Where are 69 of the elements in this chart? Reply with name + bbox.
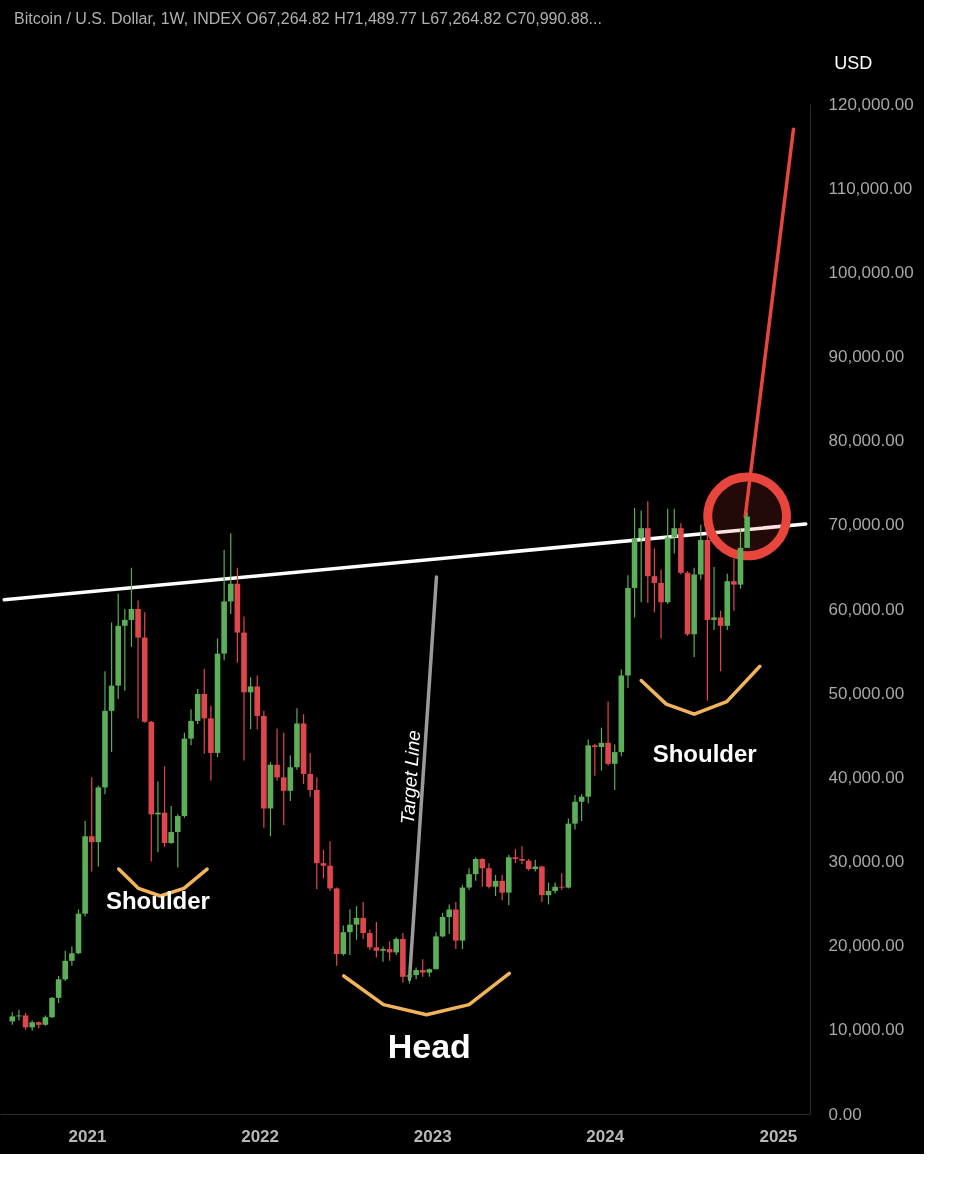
y-tick-label: 60,000.00: [828, 599, 905, 619]
candlestick: [373, 921, 380, 959]
y-tick-label: 90,000.00: [828, 347, 905, 366]
candlestick: [499, 874, 505, 901]
line-series: [342, 971, 512, 1017]
candlestick: [717, 610, 724, 672]
y-tick-label: 10,000.00: [828, 1020, 905, 1040]
y-tick-label: 110,000.00: [828, 178, 913, 198]
y-tick-label: 30,000.00: [828, 852, 905, 871]
y-tick-label: 100,000.00: [828, 262, 914, 282]
y-tick-label: 0.00: [828, 1104, 862, 1124]
candlestick: [49, 996, 55, 1019]
candlestick: [340, 924, 347, 957]
candlestick: [55, 975, 62, 1004]
candlestick: [366, 929, 373, 951]
y-tick-label: 20,000.00: [828, 936, 905, 956]
candlestick: [188, 708, 194, 746]
candlestick: [62, 950, 69, 982]
candlestick: [380, 945, 386, 963]
x-tick-label: 2025: [759, 1126, 798, 1146]
annotation: Shoulder: [652, 740, 757, 768]
candlestick: [711, 566, 717, 631]
candlestick: [69, 945, 75, 967]
candlestick: [247, 676, 254, 730]
text: Target Line: [396, 729, 425, 826]
y-tick-label: 80,000.00: [828, 431, 905, 451]
candlestick: [327, 840, 333, 892]
candlestick: [122, 608, 128, 692]
candlestick: [671, 508, 678, 555]
text: USD: [834, 52, 873, 73]
candlestick: [353, 905, 360, 941]
candlestick: [658, 568, 664, 640]
candlestick: [174, 813, 181, 868]
candlestick: [605, 700, 611, 767]
x-tick-label: 2024: [586, 1126, 625, 1146]
candlestick: [168, 805, 174, 845]
candlestick: [651, 547, 658, 613]
chart-title: Bitcoin / U.S. Dollar, 1W, INDEX O67,264.82 H71,489.77 L67,264.82 C70,990.88...: [14, 9, 602, 27]
candlestick: [552, 881, 558, 895]
x-tick-label: 2022: [241, 1126, 280, 1146]
candlestick: [274, 727, 280, 782]
candlestick: [307, 752, 313, 798]
line-series: [639, 664, 762, 716]
candlestick: [466, 867, 472, 891]
candlestick: [446, 903, 453, 935]
candlestick: [287, 754, 294, 802]
candlestick: [519, 845, 525, 865]
annotation: Head: [387, 1027, 471, 1066]
candlestick: [347, 908, 353, 956]
candlestick: [88, 776, 95, 873]
y-tick-label: 70,000.00: [828, 515, 905, 535]
candlestick: [486, 862, 492, 890]
candlestick: [128, 567, 135, 648]
candlestick: [360, 901, 366, 940]
candlestick: [731, 557, 737, 612]
candlestick: [492, 874, 499, 897]
candlestick: [611, 743, 618, 791]
x-tick-label: 2021: [68, 1126, 107, 1146]
candlestick: [280, 732, 287, 826]
annotation: Shoulder: [105, 886, 210, 914]
x-tick-label: 2023: [413, 1126, 452, 1146]
candlestick: [320, 849, 327, 879]
candlestick: [227, 532, 234, 615]
y-tick-label: 50,000.00: [828, 683, 905, 703]
candlestick: [592, 743, 598, 777]
candlestick: [638, 509, 644, 603]
candlestick: [572, 794, 578, 831]
y-tick-label: 120,000.00: [828, 94, 914, 114]
y-tick-label: 40,000.00: [828, 767, 905, 787]
